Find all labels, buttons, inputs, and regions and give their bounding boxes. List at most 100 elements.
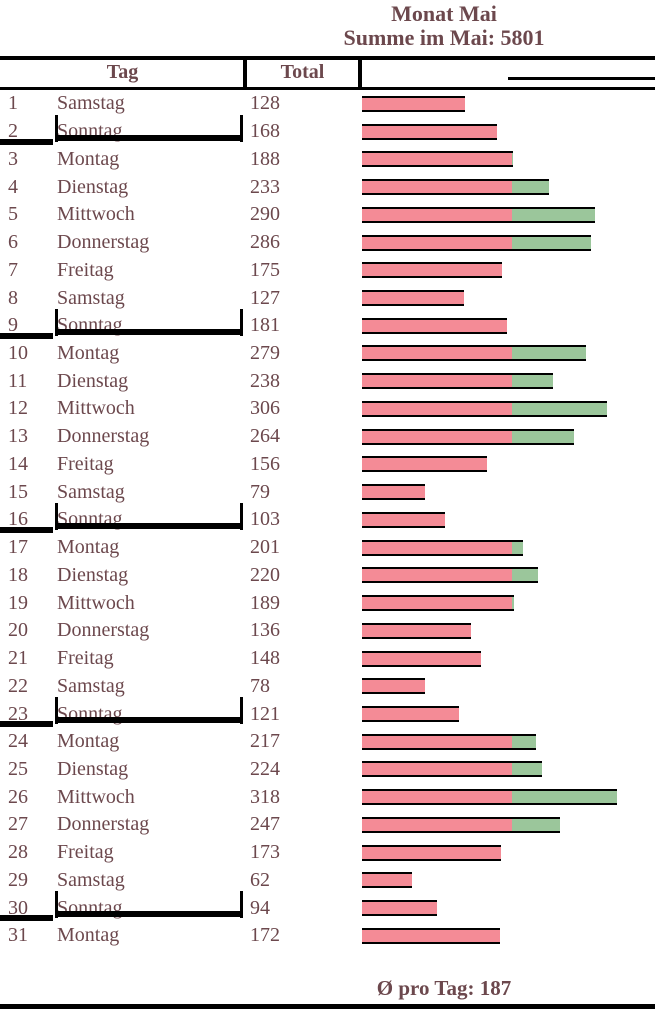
value-bar xyxy=(362,262,502,279)
bar-below-average-segment xyxy=(362,181,512,194)
bar-below-average-segment xyxy=(362,513,445,526)
bar-below-average-segment xyxy=(362,569,512,582)
total-value: 78 xyxy=(250,674,270,697)
value-bar xyxy=(362,927,500,944)
table-row: 21 Freitag 148 xyxy=(0,645,655,673)
total-value: 94 xyxy=(250,896,270,919)
bar-above-average-segment xyxy=(512,735,536,748)
bar-above-average-segment xyxy=(512,430,574,443)
bar-below-average-segment xyxy=(362,375,512,388)
value-bar xyxy=(362,761,542,778)
table-row: 2 Sonntag 168 xyxy=(0,114,655,146)
total-value: 168 xyxy=(250,120,280,143)
bar-above-average-segment xyxy=(512,208,595,221)
total-value: 201 xyxy=(250,536,280,559)
table-row: 7 Freitag 175 xyxy=(0,256,655,284)
bar-cell xyxy=(362,234,655,251)
weekday-label: Montag xyxy=(57,147,120,170)
weekday-label: Donnerstag xyxy=(57,813,150,836)
value-bar xyxy=(362,622,471,639)
bar-cell xyxy=(362,179,655,196)
total-value: 233 xyxy=(250,175,280,198)
weekday-label: Dienstag xyxy=(57,175,129,198)
table-row: 25 Dienstag 224 xyxy=(0,756,655,784)
day-number: 15 xyxy=(8,480,28,503)
total-value: 148 xyxy=(250,647,280,670)
bar-cell xyxy=(362,511,655,528)
value-bar xyxy=(362,179,549,196)
day-number: 28 xyxy=(8,841,28,864)
day-number: 4 xyxy=(8,175,18,198)
total-value: 279 xyxy=(250,341,280,364)
day-number: 30 xyxy=(8,896,28,919)
day-number: 22 xyxy=(8,674,28,697)
bar-below-average-segment xyxy=(362,708,459,721)
value-bar xyxy=(362,567,538,584)
sunday-left-tick xyxy=(55,503,58,531)
total-value: 189 xyxy=(250,591,280,614)
day-number: 2 xyxy=(8,120,18,143)
day-number: 18 xyxy=(8,563,28,586)
day-number: 5 xyxy=(8,203,18,226)
day-number: 26 xyxy=(8,785,28,808)
column-header-tag: Tag xyxy=(106,61,139,83)
weekday-label: Mittwoch xyxy=(57,785,135,808)
bar-cell xyxy=(362,650,655,667)
bar-below-average-segment xyxy=(362,402,512,415)
table-row: 14 Freitag 156 xyxy=(0,451,655,479)
value-bar xyxy=(362,428,574,445)
total-value: 172 xyxy=(250,924,280,947)
table-row: 24 Montag 217 xyxy=(0,728,655,756)
total-value: 79 xyxy=(250,480,270,503)
table-row: 3 Montag 188 xyxy=(0,145,655,173)
day-number: 8 xyxy=(8,286,18,309)
value-bar xyxy=(362,539,523,556)
page-subtitle-sum: Summe im Mai: 5801 xyxy=(343,25,545,50)
bar-cell xyxy=(362,262,655,279)
value-bar xyxy=(362,678,425,695)
table-row: 17 Montag 201 xyxy=(0,534,655,562)
bar-above-average-segment xyxy=(512,375,553,388)
weekday-label: Freitag xyxy=(57,647,114,670)
bar-below-average-segment xyxy=(362,292,464,304)
total-value: 173 xyxy=(250,841,280,864)
total-value: 306 xyxy=(250,397,280,420)
bar-above-average-segment xyxy=(512,347,586,360)
value-bar xyxy=(362,650,481,667)
sunday-name-underline xyxy=(55,523,243,530)
bar-below-average-segment xyxy=(362,97,465,110)
bar-below-average-segment xyxy=(362,624,471,637)
bottom-rule xyxy=(0,1003,655,1009)
bar-cell xyxy=(362,290,655,306)
day-number: 10 xyxy=(8,341,28,364)
bar-column-header-underline xyxy=(508,77,655,80)
value-bar xyxy=(362,456,487,473)
value-bar xyxy=(362,816,560,833)
table-row: 23 Sonntag 121 xyxy=(0,697,655,728)
bar-cell xyxy=(362,151,655,168)
bar-below-average-segment xyxy=(362,236,512,249)
bar-cell xyxy=(362,844,655,861)
total-value: 128 xyxy=(250,92,280,115)
sunday-right-tick xyxy=(240,114,243,142)
bar-cell xyxy=(362,484,655,501)
sunday-right-tick xyxy=(240,697,243,725)
total-value: 217 xyxy=(250,730,280,753)
day-number: 21 xyxy=(8,647,28,670)
total-value: 156 xyxy=(250,452,280,475)
sunday-name-underline xyxy=(55,328,243,335)
sunday-number-underline xyxy=(0,527,53,534)
bar-above-average-segment xyxy=(512,569,538,582)
bar-below-average-segment xyxy=(362,541,512,554)
table-row: 12 Mittwoch 306 xyxy=(0,395,655,423)
table-row: 6 Donnerstag 286 xyxy=(0,229,655,257)
bar-below-average-segment xyxy=(362,818,512,831)
total-value: 247 xyxy=(250,813,280,836)
bar-below-average-segment xyxy=(362,486,425,499)
footer: Ø pro Tag: 187 xyxy=(0,976,655,1009)
table-row: 20 Donnerstag 136 xyxy=(0,617,655,645)
bar-below-average-segment xyxy=(362,458,487,471)
bar-cell xyxy=(362,927,655,944)
value-bar xyxy=(362,234,591,251)
value-bar xyxy=(362,484,425,501)
